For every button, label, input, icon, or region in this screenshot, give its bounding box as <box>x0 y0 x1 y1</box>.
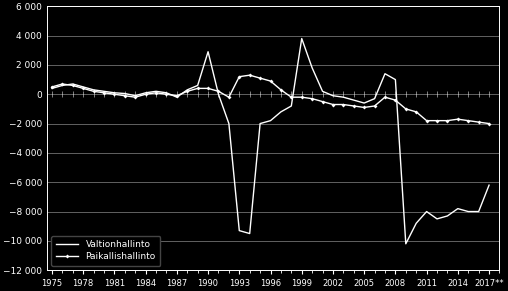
Paikallishallinto <box>465 119 471 123</box>
Valtionhallinto <box>122 92 128 95</box>
Valtionhallinto <box>143 91 149 95</box>
Paikallishallinto <box>475 120 482 124</box>
Line: Paikallishallinto: Paikallishallinto <box>51 74 490 125</box>
Paikallishallinto <box>59 82 66 86</box>
Paikallishallinto <box>382 95 388 99</box>
Valtionhallinto <box>49 87 55 90</box>
Paikallishallinto <box>49 85 55 89</box>
Valtionhallinto <box>288 104 294 108</box>
Paikallishallinto <box>413 110 419 113</box>
Paikallishallinto <box>195 87 201 90</box>
Paikallishallinto <box>278 88 284 92</box>
Valtionhallinto <box>299 37 305 40</box>
Paikallishallinto <box>434 119 440 123</box>
Valtionhallinto <box>278 110 284 113</box>
Valtionhallinto <box>320 90 326 93</box>
Valtionhallinto <box>215 93 221 96</box>
Paikallishallinto <box>111 93 117 96</box>
Valtionhallinto <box>424 210 430 213</box>
Valtionhallinto <box>371 97 377 100</box>
Paikallishallinto <box>215 90 221 93</box>
Valtionhallinto <box>268 119 274 123</box>
Valtionhallinto <box>486 183 492 187</box>
Paikallishallinto <box>205 87 211 90</box>
Paikallishallinto <box>164 93 170 96</box>
Paikallishallinto <box>236 75 242 78</box>
Paikallishallinto <box>444 119 451 123</box>
Valtionhallinto <box>164 91 170 95</box>
Valtionhallinto <box>434 217 440 221</box>
Valtionhallinto <box>195 84 201 87</box>
Valtionhallinto <box>153 90 159 93</box>
Paikallishallinto <box>143 93 149 96</box>
Valtionhallinto <box>111 91 117 95</box>
Paikallishallinto <box>132 95 138 99</box>
Paikallishallinto <box>101 91 107 95</box>
Paikallishallinto <box>330 103 336 106</box>
Paikallishallinto <box>309 97 315 100</box>
Valtionhallinto <box>392 78 398 81</box>
Paikallishallinto <box>153 91 159 95</box>
Valtionhallinto <box>413 221 419 225</box>
Paikallishallinto <box>424 119 430 123</box>
Paikallishallinto <box>122 94 128 97</box>
Valtionhallinto <box>247 232 253 235</box>
Valtionhallinto <box>226 122 232 125</box>
Valtionhallinto <box>80 85 86 89</box>
Paikallishallinto <box>268 79 274 83</box>
Paikallishallinto <box>174 94 180 97</box>
Valtionhallinto <box>340 95 346 99</box>
Paikallishallinto <box>371 104 377 108</box>
Valtionhallinto <box>444 214 451 218</box>
Valtionhallinto <box>330 94 336 97</box>
Valtionhallinto <box>236 229 242 232</box>
Legend: Valtionhallinto, Paikallishallinto: Valtionhallinto, Paikallishallinto <box>51 236 161 266</box>
Paikallishallinto <box>361 106 367 109</box>
Paikallishallinto <box>455 118 461 121</box>
Paikallishallinto <box>247 73 253 77</box>
Valtionhallinto <box>475 210 482 213</box>
Paikallishallinto <box>320 100 326 103</box>
Valtionhallinto <box>101 90 107 93</box>
Paikallishallinto <box>257 76 263 80</box>
Paikallishallinto <box>351 104 357 108</box>
Valtionhallinto <box>205 50 211 54</box>
Paikallishallinto <box>90 90 97 93</box>
Valtionhallinto <box>465 210 471 213</box>
Valtionhallinto <box>70 82 76 86</box>
Valtionhallinto <box>90 88 97 92</box>
Valtionhallinto <box>361 101 367 105</box>
Paikallishallinto <box>80 87 86 90</box>
Valtionhallinto <box>351 98 357 102</box>
Line: Valtionhallinto: Valtionhallinto <box>52 38 489 244</box>
Paikallishallinto <box>392 98 398 102</box>
Valtionhallinto <box>174 95 180 99</box>
Valtionhallinto <box>455 207 461 210</box>
Valtionhallinto <box>382 72 388 75</box>
Paikallishallinto <box>340 103 346 106</box>
Paikallishallinto <box>226 95 232 99</box>
Paikallishallinto <box>299 95 305 99</box>
Paikallishallinto <box>184 90 190 93</box>
Paikallishallinto <box>70 84 76 87</box>
Valtionhallinto <box>59 84 66 87</box>
Valtionhallinto <box>403 242 409 246</box>
Valtionhallinto <box>184 88 190 92</box>
Paikallishallinto <box>403 107 409 111</box>
Paikallishallinto <box>288 95 294 99</box>
Valtionhallinto <box>132 94 138 97</box>
Paikallishallinto <box>486 122 492 125</box>
Valtionhallinto <box>257 122 263 125</box>
Valtionhallinto <box>309 66 315 70</box>
